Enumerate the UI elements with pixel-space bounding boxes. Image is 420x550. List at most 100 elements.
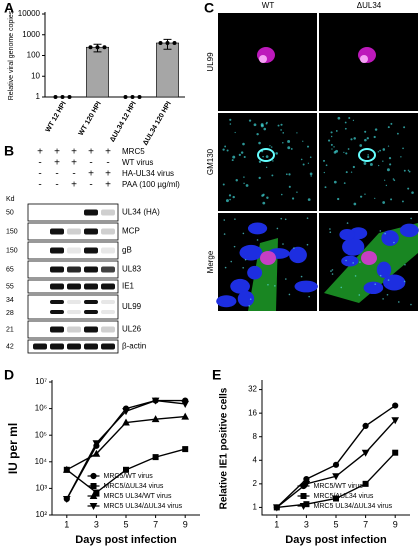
signal bbox=[379, 230, 382, 232]
legend-label: MRC5 UL34/WT virus bbox=[104, 493, 172, 500]
y-tick-label: 10 bbox=[31, 71, 40, 80]
signal bbox=[310, 175, 312, 177]
signal bbox=[399, 223, 419, 238]
replicate-dot bbox=[158, 41, 163, 46]
signal bbox=[307, 145, 310, 148]
marker bbox=[391, 417, 400, 425]
blot-band bbox=[67, 266, 81, 273]
signal bbox=[339, 228, 355, 241]
signal bbox=[291, 197, 295, 200]
blot-band bbox=[50, 300, 64, 304]
signal bbox=[224, 145, 227, 148]
signal bbox=[329, 231, 332, 234]
replicate-dot bbox=[137, 95, 142, 99]
signal bbox=[262, 201, 266, 205]
signal bbox=[223, 233, 226, 235]
signal bbox=[234, 218, 236, 220]
signal bbox=[382, 201, 386, 204]
marker bbox=[62, 495, 71, 504]
condition-sign: + bbox=[105, 147, 111, 158]
signal bbox=[235, 178, 238, 182]
signal bbox=[345, 259, 347, 262]
condition-sign: + bbox=[88, 147, 94, 158]
signal bbox=[328, 139, 331, 142]
signal bbox=[226, 149, 229, 152]
y-tick-label: 8 bbox=[253, 432, 258, 441]
signal bbox=[256, 132, 259, 136]
replicate-dot bbox=[95, 45, 100, 50]
signal bbox=[363, 281, 384, 295]
blot-band bbox=[101, 247, 115, 254]
signal bbox=[390, 198, 393, 201]
blot-band bbox=[101, 343, 115, 350]
blot-band bbox=[67, 310, 81, 314]
x-tick-label: 1 bbox=[274, 519, 279, 529]
signal bbox=[234, 131, 236, 134]
legend-label: MRC5/ΔUL34 virus bbox=[104, 483, 164, 490]
signal bbox=[392, 178, 395, 180]
marker bbox=[182, 446, 189, 453]
signal bbox=[229, 198, 231, 201]
signal bbox=[382, 298, 384, 300]
signal bbox=[407, 169, 410, 172]
signal bbox=[306, 243, 309, 246]
y-tick-label: 10⁴ bbox=[35, 457, 48, 466]
x-tick-label: 3 bbox=[304, 519, 309, 529]
signal bbox=[403, 169, 406, 172]
y-tick-label: 32 bbox=[248, 385, 257, 394]
condition-sign: - bbox=[55, 169, 58, 180]
kd-label: 55 bbox=[6, 283, 14, 290]
kd-label: 28 bbox=[6, 310, 14, 317]
signal bbox=[247, 265, 263, 280]
y-tick-label: 1 bbox=[253, 503, 258, 512]
signal bbox=[382, 148, 386, 151]
signal bbox=[225, 199, 229, 203]
signal bbox=[337, 197, 340, 201]
micrograph bbox=[218, 113, 317, 211]
blot-band bbox=[67, 228, 81, 235]
signal bbox=[343, 151, 345, 153]
signal bbox=[387, 279, 390, 281]
signal bbox=[258, 141, 261, 145]
condition-sign: + bbox=[71, 147, 77, 158]
signal bbox=[269, 145, 271, 147]
signal bbox=[228, 194, 232, 197]
signal bbox=[302, 140, 304, 142]
blot-band bbox=[84, 343, 98, 350]
condition-label: MRC5 bbox=[122, 147, 145, 156]
signal bbox=[344, 121, 347, 124]
x-tick-label: 5 bbox=[123, 519, 128, 529]
blot-band bbox=[101, 228, 115, 235]
signal bbox=[306, 217, 309, 219]
blot-label: UL83 bbox=[122, 265, 142, 274]
kd-label: 42 bbox=[6, 343, 14, 350]
marker bbox=[333, 495, 339, 502]
signal bbox=[331, 269, 334, 271]
condition-sign: + bbox=[71, 158, 77, 169]
signal bbox=[367, 154, 369, 156]
signal bbox=[330, 143, 333, 146]
bar bbox=[86, 46, 110, 98]
signal bbox=[330, 270, 332, 272]
y-axis-label: IU per ml bbox=[6, 423, 20, 474]
condition-sign: - bbox=[55, 180, 58, 191]
signal bbox=[390, 122, 393, 125]
signal bbox=[384, 232, 386, 235]
legend-marker bbox=[89, 491, 98, 499]
signal bbox=[253, 123, 257, 127]
signal bbox=[358, 148, 376, 162]
signal bbox=[287, 146, 291, 150]
marker bbox=[62, 465, 71, 473]
condition-sign: + bbox=[37, 147, 43, 158]
signal bbox=[400, 156, 402, 158]
blot-band bbox=[50, 310, 64, 314]
signal bbox=[222, 183, 225, 186]
signal bbox=[360, 55, 368, 63]
signal bbox=[309, 156, 312, 159]
signal bbox=[330, 131, 333, 134]
signal bbox=[230, 278, 250, 294]
marker bbox=[92, 449, 101, 457]
blot-strip bbox=[27, 241, 119, 260]
signal bbox=[222, 148, 225, 151]
